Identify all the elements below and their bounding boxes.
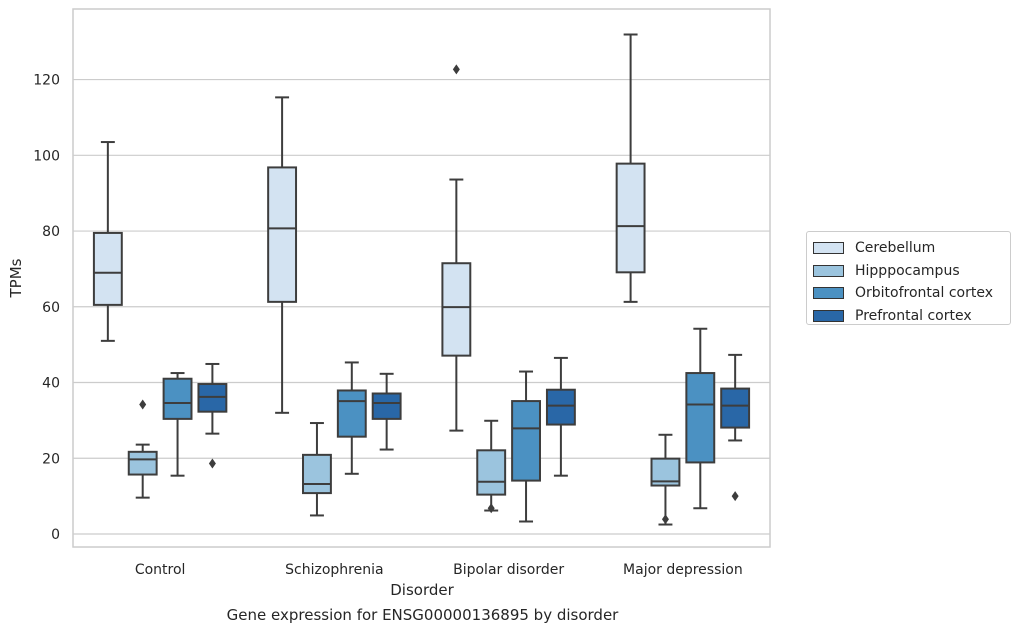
box-orbitofrontal-cortex-schizophrenia	[336, 361, 367, 475]
legend-item-orbitofrontal-cortex: Orbitofrontal cortex	[813, 282, 1010, 305]
box-orbitofrontal-cortex-bipolar-disorder-iqr	[511, 400, 541, 482]
box-prefrontal-cortex-bipolar-disorder-iqr	[545, 388, 576, 426]
legend-label-orbitofrontal-cortex: Orbitofrontal cortex	[855, 285, 993, 302]
box-prefrontal-cortex-bipolar-disorder	[545, 356, 576, 477]
box-hipppocampus-major-depression	[650, 433, 681, 526]
box-hipppocampus-schizophrenia-iqr	[302, 453, 332, 495]
legend-item-hippocampus: Hipppocampus	[813, 260, 1010, 283]
x-tick-label-major-depression: Major depression	[623, 562, 743, 578]
y-ticks-layer: 0 20 40 60 80 100 120	[33, 73, 60, 543]
box-cerebellum-major-depression-iqr	[615, 162, 646, 274]
legend-item-prefrontal-cortex: Prefrontal cortex	[813, 305, 1010, 328]
legend-label-prefrontal-cortex: Prefrontal cortex	[855, 307, 972, 324]
box-hipppocampus-control-outlier-0	[139, 399, 147, 410]
legend-swatch-orbitofrontal-cortex	[813, 287, 844, 300]
box-cerebellum-control	[92, 141, 123, 342]
legend: Cerebellum Hipppocampus Orbitofrontal co…	[806, 231, 1011, 325]
y-axis-title: TPMs	[7, 258, 25, 298]
y-tick-label-80: 80	[42, 224, 60, 240]
box-orbitofrontal-cortex-control-iqr	[162, 377, 193, 420]
box-cerebellum-bipolar-disorder-iqr	[441, 262, 472, 357]
box-cerebellum-major-depression	[615, 33, 646, 303]
box-prefrontal-cortex-major-depression	[720, 353, 751, 502]
box-orbitofrontal-cortex-major-depression	[685, 327, 716, 510]
box-orbitofrontal-cortex-bipolar-disorder	[511, 370, 541, 523]
box-prefrontal-cortex-control	[197, 362, 228, 469]
box-hipppocampus-major-depression-outlier-0	[661, 514, 669, 525]
y-tick-label-60: 60	[42, 300, 60, 316]
plot-frame	[72, 8, 771, 548]
y-tick-label-20: 20	[42, 451, 60, 467]
box-cerebellum-control-iqr	[92, 231, 123, 306]
box-cerebellum-schizophrenia-iqr	[267, 166, 298, 303]
legend-swatch-cerebellum	[813, 242, 844, 255]
y-tick-label-120: 120	[33, 73, 60, 89]
legend-swatch-prefrontal-cortex	[813, 309, 844, 322]
box-cerebellum-schizophrenia	[267, 96, 298, 414]
box-prefrontal-cortex-schizophrenia	[371, 372, 402, 451]
box-prefrontal-cortex-major-depression-outlier-0	[731, 491, 739, 502]
box-prefrontal-cortex-major-depression-iqr	[720, 387, 751, 429]
box-prefrontal-cortex-control-outlier-0	[208, 458, 216, 469]
box-prefrontal-cortex-schizophrenia-iqr	[371, 392, 402, 420]
box-cerebellum-bipolar-disorder	[441, 64, 472, 432]
box-cerebellum-bipolar-disorder-outlier-0	[452, 64, 460, 75]
x-tick-label-schizophrenia: Schizophrenia	[285, 562, 383, 578]
box-hipppocampus-control-iqr	[127, 450, 158, 476]
x-ticks-layer: Control Schizophrenia Bipolar disorder Majo…	[135, 562, 743, 578]
x-tick-label-control: Control	[135, 562, 186, 578]
legend-label-hippocampus: Hipppocampus	[855, 262, 960, 279]
box-orbitofrontal-cortex-major-depression-iqr	[685, 372, 716, 464]
box-hipppocampus-control	[127, 399, 158, 499]
legend-item-cerebellum: Cerebellum	[813, 237, 1010, 260]
boxes-layer	[92, 33, 751, 526]
box-orbitofrontal-cortex-schizophrenia-iqr	[336, 389, 367, 438]
box-hipppocampus-bipolar-disorder-iqr	[476, 449, 507, 496]
y-tick-label-40: 40	[42, 376, 60, 392]
x-tick-label-bipolar-disorder: Bipolar disorder	[453, 562, 564, 578]
box-hipppocampus-bipolar-disorder	[476, 419, 507, 514]
chart-caption: Gene expression for ENSG00000136895 by d…	[226, 606, 619, 624]
y-tick-label-0: 0	[51, 527, 60, 543]
x-axis-title: Disorder	[390, 581, 454, 599]
box-hipppocampus-bipolar-disorder-outlier-0	[487, 503, 495, 514]
box-orbitofrontal-cortex-control	[162, 372, 193, 477]
y-tick-label-100: 100	[33, 148, 60, 164]
legend-label-cerebellum: Cerebellum	[855, 240, 936, 257]
legend-swatch-hippocampus	[813, 264, 844, 277]
box-hipppocampus-schizophrenia	[302, 422, 332, 517]
